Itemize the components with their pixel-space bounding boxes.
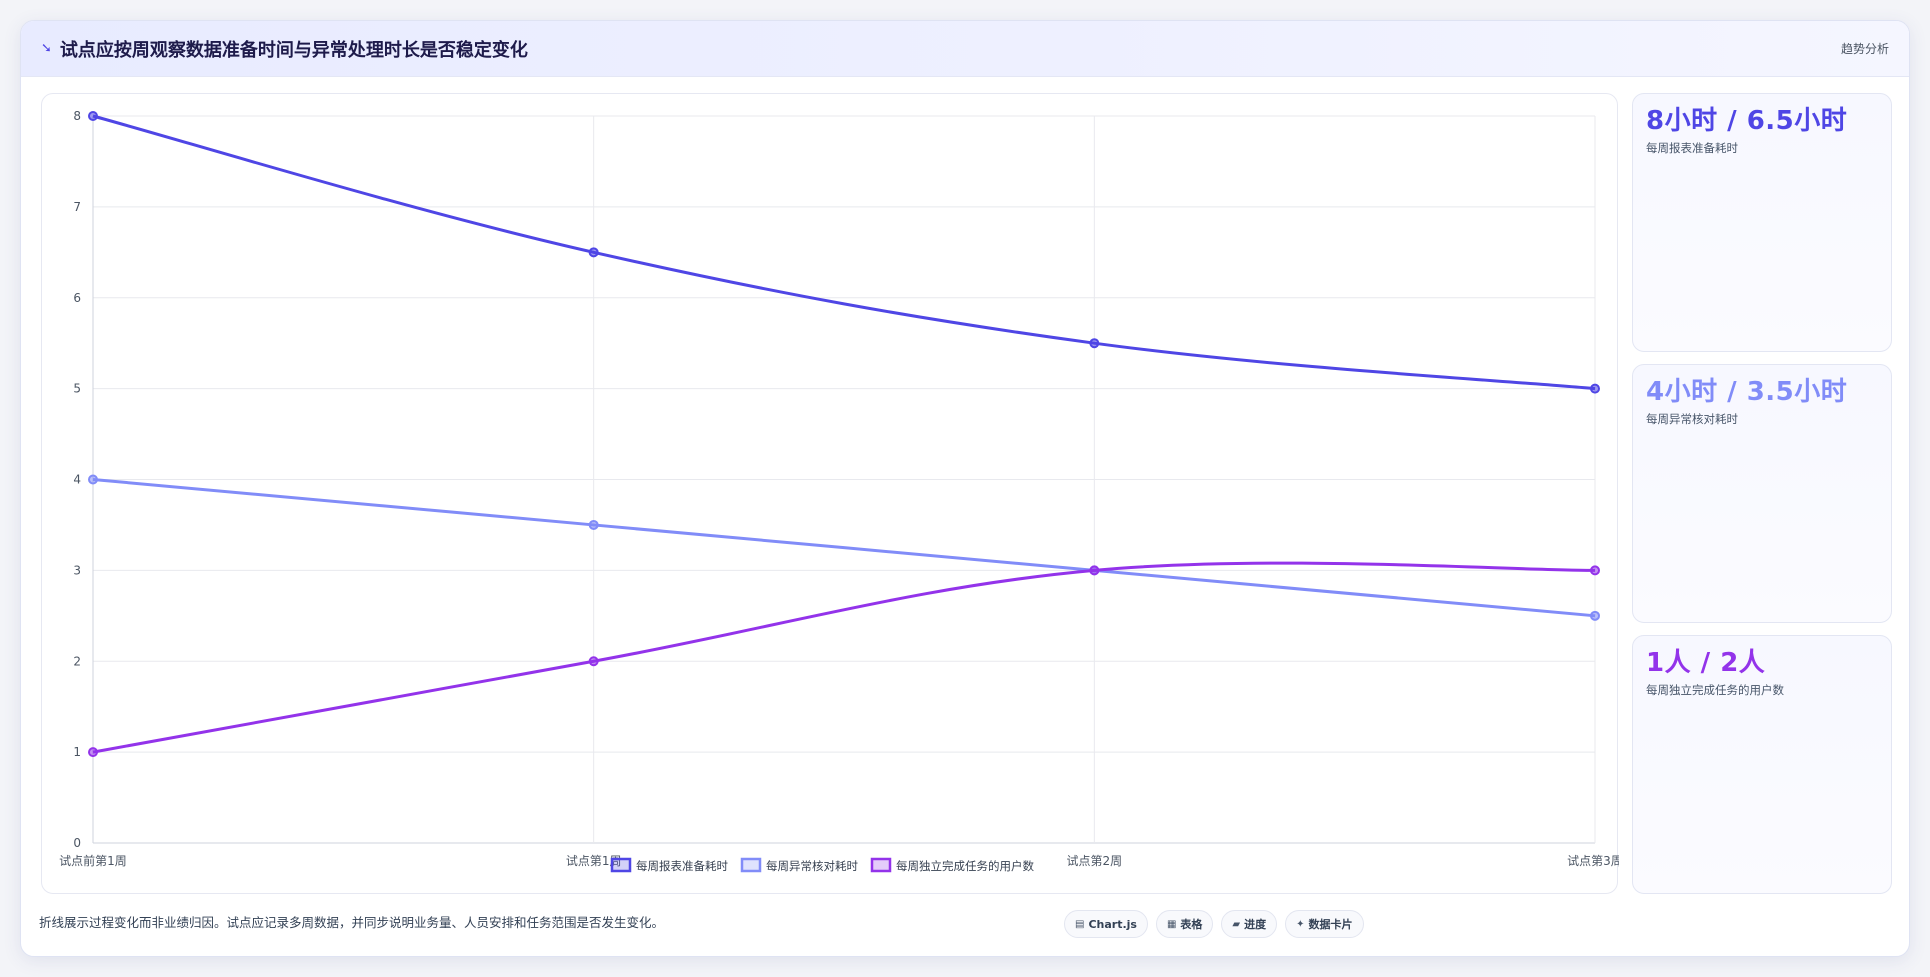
y-tick-label: 6 xyxy=(73,291,81,305)
stat-card-users: 1人 / 2人 每周独立完成任务的用户数 xyxy=(1632,635,1892,894)
y-tick-label: 2 xyxy=(73,654,81,668)
data-point xyxy=(88,747,98,758)
analysis-tag: 趋势分析 xyxy=(1840,42,1889,56)
series-line xyxy=(92,561,1596,754)
stat-value: 1人 / 2人 xyxy=(1646,648,1766,678)
chart-panel: 0 1 2 3 4 5 6 7 8 试点前第1周 试点第1周 试点第2周 试点第3周 每周报表准备耗时 每周… xyxy=(41,93,1623,894)
data-point xyxy=(1089,565,1100,576)
y-tick-label: 1 xyxy=(73,745,81,759)
data-point xyxy=(1590,565,1600,576)
chart-icon: ▤ xyxy=(1075,918,1085,930)
legend-swatch xyxy=(610,857,632,873)
feature-pills: ▤ Chart.js ▦ 表格 ▰ 进度 ✦ 数据卡片 xyxy=(1064,910,1364,938)
y-tick-label: 7 xyxy=(73,200,81,214)
data-point xyxy=(88,111,98,121)
line-chart: 0 1 2 3 4 5 6 7 8 试点前第1周 试点第1周 试点第2周 试点第3周 每周报表准备耗时 每周… xyxy=(59,109,1623,873)
data-point xyxy=(588,656,599,667)
legend-label: 每周独立完成任务的用户数 xyxy=(896,859,1034,873)
y-tick-label: 5 xyxy=(73,382,81,396)
x-tick-label: 试点前第1周 xyxy=(59,853,127,868)
trend-icon: ➘ xyxy=(41,41,52,56)
x-tick-label: 试点第3周 xyxy=(1567,853,1619,868)
series-line xyxy=(92,114,1596,391)
card-header: ➘ 试点应按周观察数据准备时间与异常处理时长是否稳定变化 趋势分析 xyxy=(21,21,1909,77)
pill-label: 数据卡片 xyxy=(1308,918,1353,931)
stat-label: 每周报表准备耗时 xyxy=(1646,141,1738,155)
y-tick-label: 8 xyxy=(73,109,81,123)
pill-label: 进度 xyxy=(1244,918,1267,931)
data-point xyxy=(1089,338,1100,349)
stat-card-prep: 8小时 / 6.5小时 每周报表准备耗时 xyxy=(1632,93,1892,352)
pill-chartjs[interactable]: ▤ Chart.js xyxy=(1064,910,1148,938)
legend-swatch xyxy=(740,857,762,873)
progress-icon: ▰ xyxy=(1232,918,1241,930)
page-title: 试点应按周观察数据准备时间与异常处理时长是否稳定变化 xyxy=(59,39,528,61)
stat-card-check: 4小时 / 3.5小时 每周异常核对耗时 xyxy=(1632,364,1892,623)
stat-label: 每周独立完成任务的用户数 xyxy=(1646,683,1784,697)
y-tick-label: 4 xyxy=(73,473,81,487)
legend-label: 每周异常核对耗时 xyxy=(766,859,858,873)
pill-label: Chart.js xyxy=(1088,917,1137,931)
data-point xyxy=(1590,610,1600,621)
legend-label: 每周报表准备耗时 xyxy=(636,859,728,873)
pill-data-card[interactable]: ✦ 数据卡片 xyxy=(1285,910,1364,938)
pill-label: 表格 xyxy=(1180,918,1203,931)
y-tick-label: 0 xyxy=(73,836,81,850)
x-tick-label: 试点第1周 xyxy=(566,853,622,868)
legend-swatch xyxy=(870,857,892,873)
table-icon: ▦ xyxy=(1166,918,1177,930)
card-icon: ✦ xyxy=(1296,918,1305,930)
stat-label: 每周异常核对耗时 xyxy=(1646,412,1738,426)
report-card: ➘ 试点应按周观察数据准备时间与异常处理时长是否稳定变化 趋势分析 0 1 2 3 4 5… xyxy=(20,20,1910,957)
x-tick-label: 试点第2周 xyxy=(1067,853,1123,868)
stat-value: 4小时 / 3.5小时 xyxy=(1646,377,1848,407)
data-point xyxy=(588,247,599,258)
pill-table[interactable]: ▦ 表格 xyxy=(1155,910,1214,938)
footer-note: 折线展示过程变化而非业绩归因。试点应记录多周数据，并同步说明业务量、人员安排和任… xyxy=(39,915,665,930)
series-line xyxy=(92,478,1596,618)
data-point xyxy=(588,519,599,530)
stat-value: 8小时 / 6.5小时 xyxy=(1646,106,1848,136)
pill-progress[interactable]: ▰ 进度 xyxy=(1221,910,1278,938)
y-tick-label: 3 xyxy=(73,563,81,577)
data-point xyxy=(1590,383,1600,394)
data-point xyxy=(88,474,98,485)
